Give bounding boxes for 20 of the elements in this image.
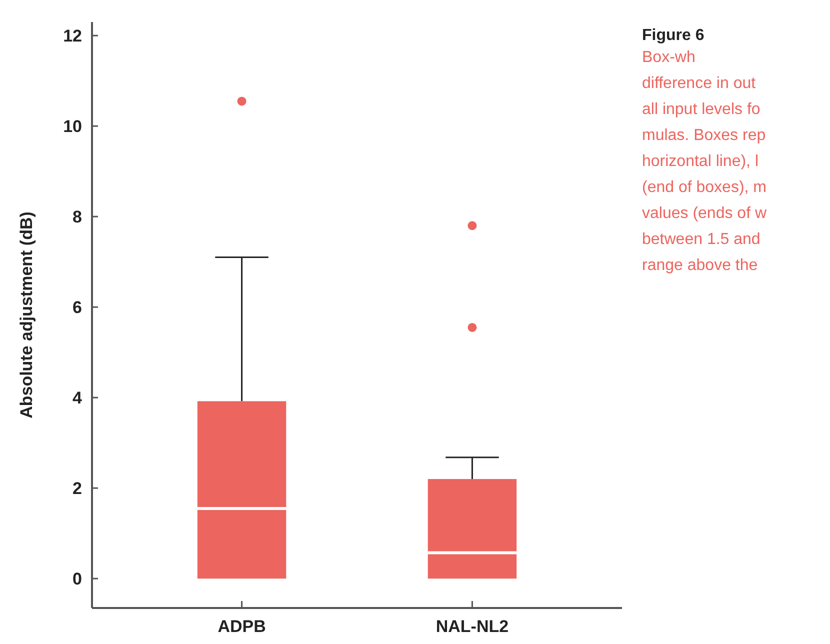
text: horizontal line), l	[642, 153, 758, 170]
y-tick-label: 12	[63, 26, 82, 46]
text: mulas. Boxes rep	[642, 127, 766, 144]
y-tick-label: 2	[72, 479, 82, 498]
y-tick-label: 10	[63, 117, 82, 136]
text: values (ends of w	[642, 205, 767, 222]
y-tick-label: 0	[72, 570, 82, 589]
y-tick-label: 4	[72, 388, 83, 408]
text: Box-wh	[642, 49, 696, 66]
y-tick-label: 8	[72, 208, 82, 227]
x-tick-label: ADPB	[218, 617, 266, 636]
text: difference in out	[642, 75, 756, 92]
y-axis-title: Absolute adjustment (dB)	[17, 212, 36, 418]
text: between 1.5 and	[642, 231, 760, 248]
x-tick-label: NAL-NL2	[436, 617, 509, 636]
y-tick-label: 6	[72, 298, 82, 318]
text: Figure 6	[642, 27, 704, 44]
text: all input levels fo	[642, 101, 760, 118]
text: (end of boxes), m	[642, 179, 766, 196]
text: range above the	[642, 257, 758, 274]
